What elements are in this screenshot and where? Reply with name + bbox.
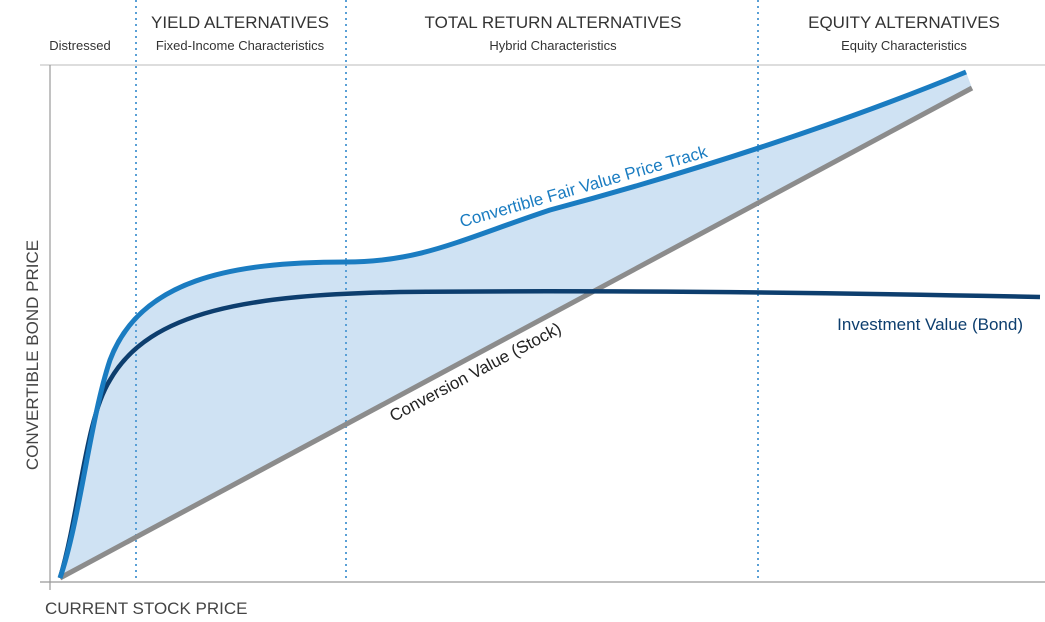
conversion-line [58,85,974,581]
zone-subtitle: Hybrid Characteristics [489,38,617,53]
zone-title: TOTAL RETURN ALTERNATIVES [425,13,682,32]
x-axis-label: CURRENT STOCK PRICE [45,599,247,618]
fair-value-curve [57,69,967,579]
investment-label: Investment Value (Bond) [837,315,1023,334]
zone-subtitle: Fixed-Income Characteristics [156,38,325,53]
zone-title: EQUITY ALTERNATIVES [808,13,1000,32]
zone-subtitle: Equity Characteristics [841,38,967,53]
y-axis-label: CONVERTIBLE BOND PRICE [23,240,42,470]
zone-title: Distressed [49,38,110,53]
premium-area [60,72,972,578]
zone-title: YIELD ALTERNATIVES [151,13,329,32]
